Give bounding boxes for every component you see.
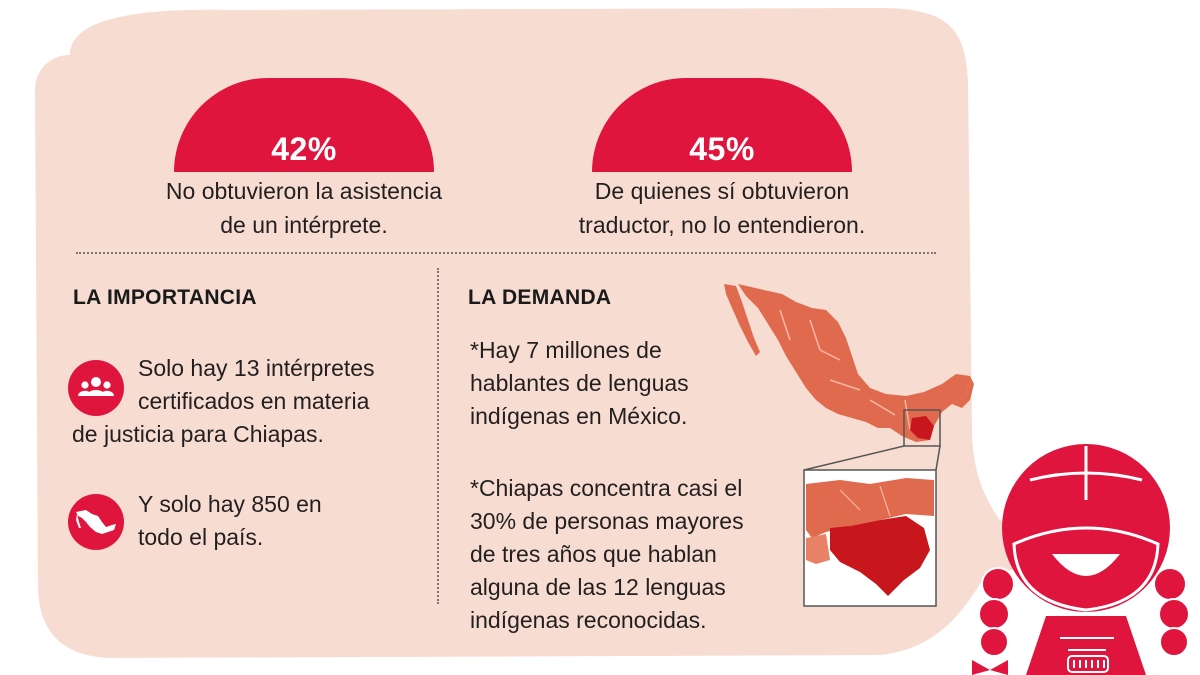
stat-caption-line: traductor, no lo entendieron.: [578, 212, 866, 238]
importance-item-2: Y solo hay 850 en todo el país.: [138, 488, 322, 554]
text-line: de tres años que hablan: [470, 541, 717, 567]
vertical-divider: [437, 268, 439, 604]
stat-caption: De quienes sí obtuvieron traductor, no l…: [542, 174, 902, 242]
importance-item-1: Solo hay 13 intérpretes certificados en …: [72, 352, 375, 451]
demand-paragraph-2: *Chiapas concentra casi el 30% de person…: [470, 472, 744, 637]
demand-paragraph-1: *Hay 7 millones de hablantes de lenguas …: [470, 334, 689, 433]
mexico-map-icon: [724, 284, 974, 447]
importance-heading: LA IMPORTANCIA: [73, 286, 257, 309]
stat-value: 45%: [689, 131, 755, 167]
mexico-map-icon: [68, 494, 124, 550]
text-line: Y solo hay 850 en: [138, 491, 322, 517]
text-line: alguna de las 12 lenguas: [470, 574, 726, 600]
demand-heading: LA DEMANDA: [468, 286, 612, 309]
stat-value: 42%: [271, 131, 337, 167]
indigenous-girl-illustration: [972, 444, 1190, 675]
semicircle-gauge: 42%: [174, 78, 434, 172]
people-icon: [68, 360, 124, 416]
stat-caption-line: No obtuvieron la asistencia: [165, 178, 443, 204]
text-line: Solo hay 13 intérpretes: [138, 355, 375, 381]
stat-caption: No obtuvieron la asistencia de un intérp…: [124, 174, 484, 242]
text-line: *Chiapas concentra casi el: [470, 475, 743, 501]
stat-caption-line: de un intérprete.: [220, 212, 388, 238]
text-line: todo el país.: [138, 524, 264, 550]
horizontal-divider: [76, 252, 936, 254]
semicircle-gauge: 45%: [592, 78, 852, 172]
text-line: indígenas reconocidas.: [470, 607, 707, 633]
text-line: *Hay 7 millones de: [470, 337, 662, 363]
text-line: indígenas en México.: [470, 403, 688, 429]
stat-caption-line: De quienes sí obtuvieron: [594, 178, 850, 204]
text-line: hablantes de lenguas: [470, 370, 689, 396]
mexico-map-illustration: [724, 284, 974, 607]
text-line: de justicia para Chiapas.: [72, 421, 324, 447]
text-line: certificados en materia: [138, 388, 370, 414]
chiapas-detail-icon: [803, 469, 937, 607]
text-line: 30% de personas mayores: [470, 508, 744, 534]
